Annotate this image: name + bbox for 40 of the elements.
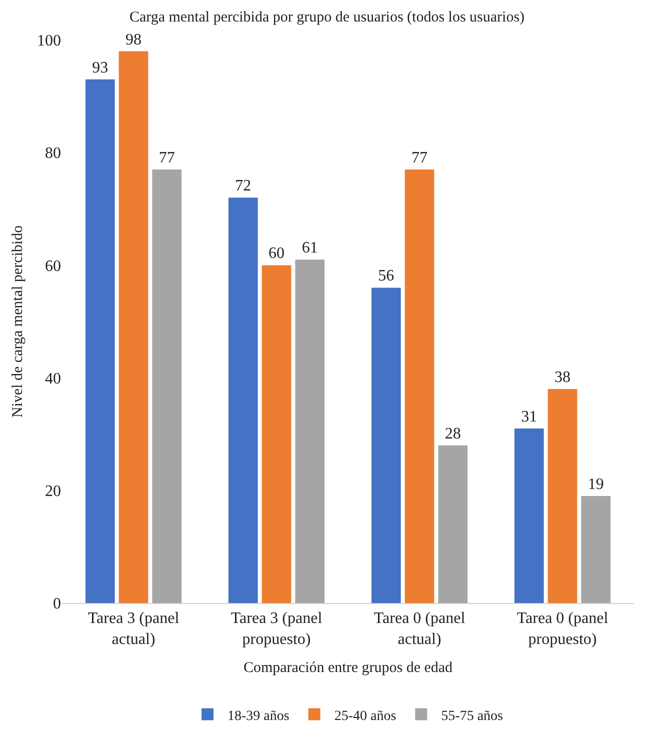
y-tick-label: 40	[45, 370, 61, 388]
data-label: 93	[92, 59, 108, 76]
data-label: 31	[521, 408, 538, 426]
bar	[228, 198, 258, 603]
data-label: 98	[126, 31, 142, 48]
x-tick-label: Tarea 3 (panel actual)	[88, 610, 180, 648]
bar	[514, 428, 544, 603]
x-tick-label: Tarea 3 (panel propuesto)	[230, 610, 323, 648]
data-label: 19	[588, 476, 604, 494]
data-label: 38	[554, 369, 570, 386]
bar	[581, 496, 611, 603]
y-tick-label: 60	[45, 258, 61, 275]
x-axis-title: Comparación entre grupos de edad	[243, 660, 454, 676]
bar	[295, 260, 325, 603]
data-label: 72	[235, 178, 252, 195]
bar	[152, 169, 182, 603]
legend-label: 55-75 años	[441, 708, 503, 724]
x-tick-label: Tarea 0 (panel actual)	[374, 610, 466, 648]
bar	[371, 288, 401, 603]
y-tick-label: 0	[53, 596, 61, 613]
bar	[85, 79, 115, 603]
legend-label: 18-39 años	[228, 708, 290, 724]
y-tick-label: 20	[45, 483, 61, 500]
bar	[118, 51, 148, 603]
bar	[404, 169, 434, 603]
data-label: 77	[158, 149, 175, 166]
bar	[548, 389, 578, 603]
y-axis-title: Nivel de carga mental percibido	[10, 225, 26, 418]
data-label: 61	[302, 240, 318, 257]
y-tick-label: 100	[37, 32, 61, 50]
y-tick-label: 80	[45, 145, 61, 162]
legend-label: 25-40 años	[334, 708, 396, 724]
data-label: 28	[444, 425, 461, 442]
bar	[262, 265, 292, 603]
chart-title: Carga mental percibida por grupo de usuarios (todos los usuarios)	[129, 10, 525, 26]
data-label: 60	[268, 245, 284, 262]
data-label: 56	[378, 268, 394, 285]
bar	[438, 445, 468, 603]
x-tick-label: Tarea 0 (panel propuesto)	[516, 610, 609, 648]
data-label: 77	[412, 149, 428, 166]
